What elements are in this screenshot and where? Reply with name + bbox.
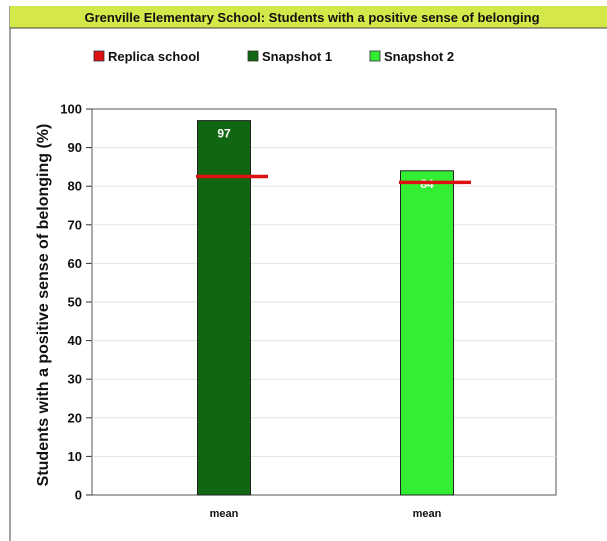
- legend-swatch: [369, 50, 381, 62]
- legend-label: Snapshot 1: [262, 49, 332, 64]
- x-category-label: mean: [413, 508, 442, 520]
- y-tick-label: 30: [68, 372, 82, 387]
- legend-swatch: [247, 50, 259, 62]
- y-tick-label: 80: [68, 179, 82, 194]
- plot-area: 01020304050607080901009784meanmean: [60, 102, 557, 520]
- y-tick-label: 60: [68, 256, 82, 271]
- title-bar: [10, 6, 607, 28]
- y-tick-label: 20: [68, 410, 82, 425]
- y-tick-label: 50: [68, 295, 82, 310]
- y-tick-label: 100: [60, 102, 82, 117]
- x-category-label: mean: [210, 508, 239, 520]
- y-tick-label: 0: [75, 488, 82, 503]
- chart-title: Grenville Elementary School: Students wi…: [84, 10, 539, 25]
- y-tick-label: 90: [68, 140, 82, 155]
- legend-label: Snapshot 2: [384, 49, 454, 64]
- y-tick-label: 10: [68, 449, 82, 464]
- legend-label: Replica school: [108, 49, 200, 64]
- legend-swatch: [93, 50, 105, 62]
- legend: Replica school Snapshot 1 Snapshot 2: [93, 49, 454, 64]
- y-axis-label: Students with a positive sense of belong…: [35, 124, 52, 487]
- bar-snapshot-2: [400, 170, 454, 496]
- y-tick-label: 40: [68, 333, 82, 348]
- bar-snapshot-1: [197, 120, 251, 496]
- bar-value-label: 97: [217, 127, 231, 141]
- y-tick-label: 70: [68, 217, 82, 232]
